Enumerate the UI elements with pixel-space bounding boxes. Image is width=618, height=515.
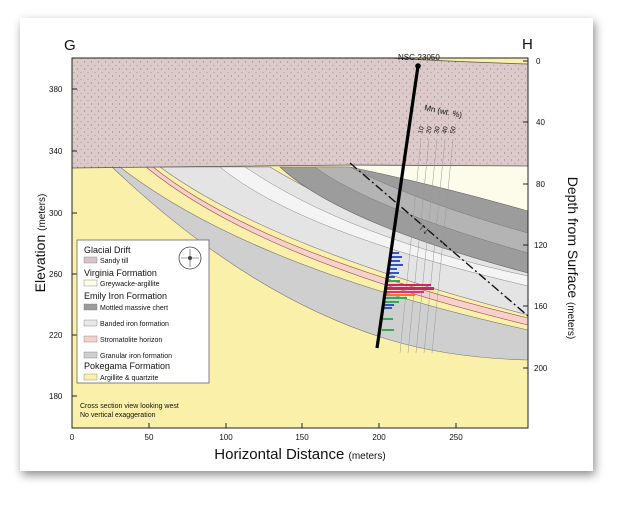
x-axis-title: Horizontal Distance (meters) xyxy=(214,446,385,463)
legend-group-title: Virginia Formation xyxy=(84,268,157,278)
x-tick-label: 200 xyxy=(372,433,386,442)
y-right-axis xyxy=(523,60,528,369)
legend-item-label: Mottled massive chert xyxy=(100,305,168,312)
svg-text:30: 30 xyxy=(433,125,442,134)
y-left-axis xyxy=(72,88,77,397)
drill-hole-label: NSC-23050 xyxy=(398,53,440,62)
legend-swatch xyxy=(83,351,98,359)
y-left-tick-label: 340 xyxy=(49,147,63,156)
mn-concentration-bars xyxy=(382,252,434,331)
corner-label-h: H xyxy=(522,36,533,53)
legend-item-label: Banded iron formation xyxy=(100,321,169,328)
legend-item-label: Stromatolite horizon xyxy=(100,337,162,344)
figure-frame: G H NSC-23050 Mn (wt. %) 10 20 30 40 50 … xyxy=(20,18,593,471)
fault-line xyxy=(349,162,528,317)
drill-hole xyxy=(375,65,420,349)
svg-text:20: 20 xyxy=(425,125,434,134)
legend-item-label: Sandy till xyxy=(100,258,129,265)
y-right-tick-label: 200 xyxy=(534,364,548,373)
y-right-tick-label: 80 xyxy=(536,180,545,189)
drill-collar xyxy=(415,63,421,69)
y-left-tick-label: 380 xyxy=(49,85,63,94)
x-tick-label: 250 xyxy=(449,433,463,442)
plot-border xyxy=(71,57,529,429)
mn-scale-ticks: 10 20 30 40 50 xyxy=(417,125,458,134)
compass-rose-icon xyxy=(178,246,202,270)
y-right-tick-label: 120 xyxy=(534,241,548,250)
legend-item-label: Greywacke-argillite xyxy=(100,281,160,288)
legend-item-label: Granular iron formation xyxy=(100,353,172,360)
mn-scale-lines xyxy=(399,138,454,354)
x-axis xyxy=(71,423,457,428)
y-left-tick-label: 300 xyxy=(49,209,63,218)
y-right-axis-title: Depth from Surface (meters) xyxy=(565,177,581,340)
legend: Glacial Drift Sandy till Virginia Format… xyxy=(76,239,210,384)
legend-group-title: Emily Iron Formation xyxy=(84,291,167,301)
y-left-tick-label: 220 xyxy=(49,331,63,340)
legend-group-title: Pokegama Formation xyxy=(84,361,170,371)
svg-text:10: 10 xyxy=(417,125,426,134)
granular-iron-formation xyxy=(111,166,528,361)
corner-label-g: G xyxy=(64,37,76,54)
legend-item-label: Argillite & quartzite xyxy=(100,375,158,382)
legend-group-title: Glacial Drift xyxy=(84,245,131,255)
note-exaggeration: No vertical exaggeration xyxy=(80,412,156,419)
svg-text:40: 40 xyxy=(441,125,450,134)
y-right-tick-label: 160 xyxy=(534,302,548,311)
legend-swatch xyxy=(83,335,98,343)
legend-swatch xyxy=(83,319,98,327)
y-left-axis-title: Elevation (meters) xyxy=(32,194,48,293)
legend-swatch xyxy=(83,256,98,264)
y-right-tick-label: 0 xyxy=(536,57,541,66)
y-left-tick-label: 260 xyxy=(49,270,63,279)
stromatolite-horizon xyxy=(145,166,528,326)
x-tick-label: 100 xyxy=(219,433,233,442)
y-left-tick-label: 180 xyxy=(49,392,63,401)
x-tick-label: 0 xyxy=(70,433,75,442)
legend-swatch xyxy=(83,373,98,381)
cross-section-svg: G H NSC-23050 Mn (wt. %) 10 20 30 40 50 … xyxy=(32,36,581,463)
legend-swatch xyxy=(83,303,98,311)
x-tick-label: 150 xyxy=(295,433,309,442)
note-view-direction: Cross section view looking west xyxy=(80,403,179,410)
legend-swatch xyxy=(83,279,98,287)
svg-text:50: 50 xyxy=(449,125,458,134)
x-tick-label: 50 xyxy=(145,433,154,442)
y-right-tick-label: 40 xyxy=(536,118,545,127)
